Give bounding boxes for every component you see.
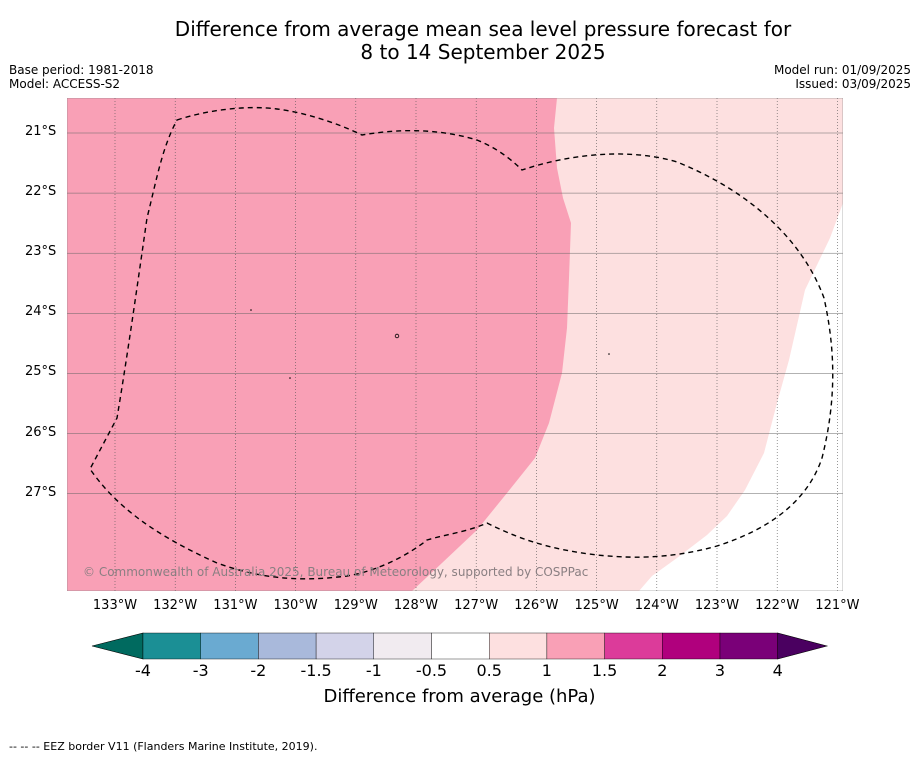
island-marker — [289, 377, 291, 379]
island-marker — [608, 353, 610, 355]
colorbar-high-extension — [777, 632, 829, 660]
latitude-label: 23°S — [25, 244, 57, 260]
colorbar-tick-label: 0.5 — [476, 661, 502, 680]
longitude-label: 132°W — [153, 598, 198, 613]
longitude-label: 128°W — [393, 598, 439, 613]
island-marker — [250, 309, 252, 311]
colorbar-label: Difference from average (hPa) — [323, 686, 596, 707]
title-line-2: 8 to 14 September 2025 — [360, 40, 606, 64]
latitude-label: 24°S — [25, 304, 57, 320]
colorbar-segment — [431, 632, 490, 660]
latitude-label: 25°S — [25, 364, 57, 380]
longitude-label: 133°W — [92, 598, 138, 613]
longitude-label: 123°W — [694, 598, 740, 613]
map-area — [67, 98, 843, 591]
colorbar-segment — [719, 632, 778, 660]
colorbar-low-extension — [91, 632, 144, 660]
colorbar-segment — [489, 632, 548, 660]
longitude-label: 124°W — [634, 598, 679, 613]
chart-title: Difference from average mean sea level p… — [0, 18, 919, 64]
colorbar-segment — [373, 632, 432, 660]
longitude-label: 121°W — [815, 598, 860, 613]
copyright-text: © Commonwealth of Australia 2025, Bureau… — [83, 565, 589, 579]
gridlines — [67, 98, 843, 591]
title-line-1: Difference from average mean sea level p… — [174, 17, 792, 41]
latitude-label: 26°S — [25, 424, 57, 440]
colorbar-segment — [604, 632, 663, 660]
longitude-label: 126°W — [514, 598, 559, 613]
colorbar-tick-label: 1.5 — [591, 661, 618, 680]
colorbar-tick-label: -0.5 — [415, 661, 448, 680]
region-1-to-1-5 — [67, 98, 571, 591]
latitude-label: 22°S — [25, 184, 57, 200]
colorbar-tick-label: 3 — [714, 661, 726, 680]
colorbar-segment — [200, 632, 259, 660]
eez-footnote: -- -- -- EEZ border V11 (Flanders Marine… — [9, 740, 318, 753]
colorbar-segment — [662, 632, 721, 660]
latitude-label: 27°S — [25, 484, 57, 500]
colorbar-segment — [315, 632, 375, 660]
island-marker — [394, 333, 400, 339]
colorbar-tick-label: -4 — [135, 661, 151, 680]
colorbar-tick-label: -1 — [365, 661, 382, 680]
longitude-label: 127°W — [454, 598, 499, 613]
model-name: Model: ACCESS-S2 — [9, 77, 121, 91]
colorbar-segment — [258, 632, 317, 660]
colorbar-segment — [546, 632, 605, 660]
eez-border — [89, 106, 834, 580]
colorbar-tick-label: -1.5 — [300, 661, 332, 680]
longitude-label: 131°W — [213, 598, 258, 613]
meta-left: Base period: 1981-2018 Model: ACCESS-S2 — [9, 63, 154, 91]
colorbar — [91, 632, 829, 660]
colorbar-tick-label: 1 — [541, 661, 552, 680]
longitude-label: 130°W — [273, 598, 318, 613]
longitude-label: 129°W — [333, 598, 378, 613]
meta-right: Model run: 01/09/2025 Issued: 03/09/2025 — [774, 63, 911, 91]
latitude-label: 21°S — [25, 124, 57, 139]
issued-date: Issued: 03/09/2025 — [795, 77, 911, 91]
colorbar-tick-label: -3 — [192, 661, 209, 680]
colorbar-segment — [142, 632, 201, 660]
colorbar-tick-label: -2 — [250, 661, 267, 680]
model-run: Model run: 01/09/2025 — [773, 63, 911, 77]
longitude-label: 125°W — [574, 598, 619, 613]
colorbar-tick-label: 2 — [657, 661, 668, 680]
base-period: Base period: 1981-2018 — [9, 63, 154, 77]
colorbar-tick-label: 4 — [772, 661, 783, 680]
longitude-label: 122°W — [755, 598, 800, 613]
